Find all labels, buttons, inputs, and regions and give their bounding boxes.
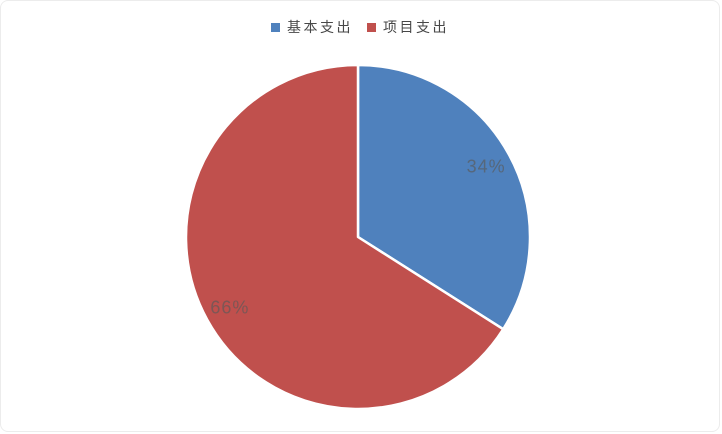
slice-percent-label: 34% <box>467 157 506 177</box>
legend-item-1: 基本支出 <box>271 17 353 37</box>
chart-legend: 基本支出 项目支出 <box>1 17 719 37</box>
legend-label: 基本支出 <box>287 19 353 35</box>
legend-label: 项目支出 <box>383 19 449 35</box>
slice-percent-label: 66% <box>210 297 249 317</box>
legend-swatch-icon <box>367 22 376 32</box>
legend-swatch-icon <box>271 22 280 32</box>
pie-slice-2 <box>184 63 505 411</box>
legend-item-2: 项目支出 <box>367 17 449 37</box>
